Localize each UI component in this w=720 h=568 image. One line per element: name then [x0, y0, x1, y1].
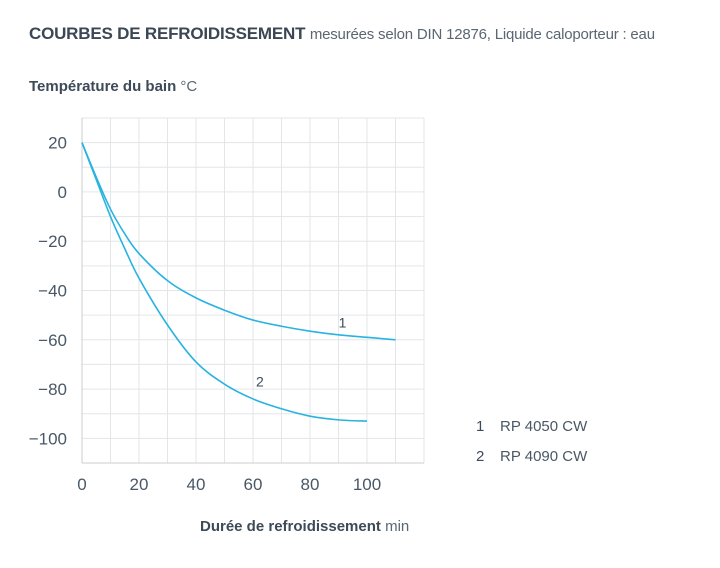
y-tick-label: 20 — [48, 134, 67, 153]
legend-item: 1 RP 4050 CW — [476, 418, 587, 448]
x-tick-label: 40 — [187, 475, 206, 494]
y-tick-label: −60 — [38, 331, 67, 350]
x-axis-label: Durée de refroidissement min — [200, 518, 409, 535]
x-tick-label: 80 — [301, 475, 320, 494]
x-tick-label: 100 — [353, 475, 381, 494]
y-tick-label: −40 — [38, 282, 67, 301]
axes — [81, 118, 424, 464]
series-line-2 — [81, 142, 368, 422]
curve-label-2: 2 — [256, 374, 264, 390]
chart-title-main: COURBES DE REFROIDISSEMENT — [29, 24, 306, 43]
curve-label-1: 1 — [339, 315, 347, 331]
x-axis-unit: min — [385, 518, 410, 535]
y-axis-label: Température du bain °C — [29, 78, 197, 95]
legend: 1 RP 4050 CW 2 RP 4090 CW — [476, 418, 587, 478]
chart-subtitle: mesurées selon DIN 12876, Liquide calopo… — [309, 26, 655, 43]
y-axis-label-text: Température du bain — [29, 78, 177, 95]
x-tick-label: 0 — [77, 475, 86, 494]
curve-labels: 12 — [256, 315, 347, 390]
y-axis-unit: °C — [180, 78, 198, 95]
legend-item: 2 RP 4090 CW — [476, 448, 587, 478]
series-line-1 — [81, 142, 396, 341]
y-tick-label: 0 — [58, 183, 67, 202]
grid — [82, 117, 425, 463]
y-tick-label: −100 — [29, 429, 67, 448]
tick-labels: 20 0 −20 −40 −60 −80 −100 0 20 40 60 80 100 — [29, 134, 381, 494]
legend-number: 2 — [476, 448, 485, 465]
x-axis-label-text: Durée de refroidissement — [200, 518, 381, 535]
legend-label: RP 4090 CW — [500, 448, 588, 465]
y-tick-label: −20 — [38, 232, 67, 251]
legend-label: RP 4050 CW — [500, 418, 588, 435]
x-tick-label: 20 — [130, 475, 149, 494]
series-lines — [81, 142, 396, 422]
legend-number: 1 — [476, 418, 485, 435]
x-tick-label: 60 — [244, 475, 263, 494]
chart-title: COURBES DE REFROIDISSEMENT mesurées selo… — [29, 24, 655, 44]
y-tick-label: −80 — [38, 380, 67, 399]
